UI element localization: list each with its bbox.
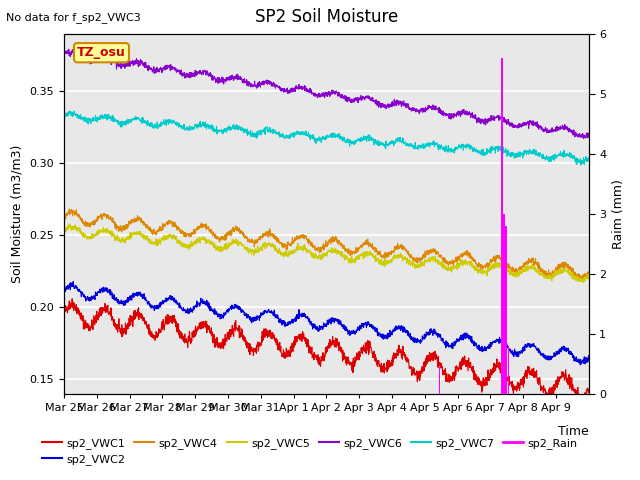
sp2_VWC2 — [570, 355, 578, 361]
sp2_VWC6 — [570, 127, 578, 133]
sp2_VWC4 — [474, 264, 481, 270]
Line: sp2_VWC4: sp2_VWC4 — [64, 209, 589, 281]
sp2_VWC2 — [69, 278, 77, 284]
sp2_VWC4 — [65, 206, 73, 212]
sp2_VWC2 — [301, 315, 309, 321]
Legend: sp2_VWC1, sp2_VWC2, sp2_VWC4, sp2_VWC5, sp2_VWC6, sp2_VWC7, sp2_Rain: sp2_VWC1, sp2_VWC2, sp2_VWC4, sp2_VWC5, … — [38, 433, 582, 469]
sp2_VWC6 — [580, 136, 588, 142]
sp2_VWC2 — [570, 352, 577, 358]
Text: Time: Time — [558, 425, 589, 438]
sp2_VWC4 — [570, 270, 578, 276]
sp2_VWC1 — [316, 359, 323, 365]
sp2_VWC6 — [570, 127, 577, 133]
sp2_VWC7 — [316, 136, 323, 142]
sp2_VWC5 — [580, 280, 588, 286]
sp2_VWC4 — [301, 233, 309, 239]
sp2_VWC7 — [60, 114, 68, 120]
Line: sp2_VWC1: sp2_VWC1 — [64, 299, 589, 407]
sp2_VWC5 — [585, 271, 593, 277]
sp2_VWC6 — [585, 131, 593, 136]
Text: No data for f_sp2_VWC3: No data for f_sp2_VWC3 — [6, 12, 141, 23]
Line: sp2_VWC7: sp2_VWC7 — [64, 111, 589, 165]
sp2_VWC5 — [87, 234, 95, 240]
Title: SP2 Soil Moisture: SP2 Soil Moisture — [255, 9, 398, 26]
sp2_VWC1 — [87, 325, 95, 331]
sp2_VWC6 — [301, 84, 309, 89]
sp2_VWC1 — [60, 309, 68, 314]
Bar — [503, 214, 505, 394]
Bar — [506, 226, 507, 394]
sp2_VWC7 — [570, 155, 578, 160]
sp2_VWC6 — [474, 118, 481, 123]
sp2_VWC2 — [60, 288, 68, 294]
sp2_VWC4 — [585, 272, 593, 277]
sp2_VWC6 — [65, 46, 72, 52]
sp2_VWC4 — [87, 220, 95, 226]
Y-axis label: Soil Moisture (m3/m3): Soil Moisture (m3/m3) — [11, 144, 24, 283]
Text: TZ_osu: TZ_osu — [77, 46, 126, 59]
Y-axis label: Raim (mm): Raim (mm) — [612, 179, 625, 249]
sp2_VWC4 — [578, 278, 586, 284]
sp2_VWC2 — [585, 354, 593, 360]
sp2_VWC7 — [577, 162, 585, 168]
sp2_VWC5 — [316, 253, 323, 259]
sp2_VWC7 — [585, 157, 593, 163]
sp2_VWC1 — [570, 386, 578, 392]
sp2_VWC1 — [578, 404, 586, 409]
sp2_VWC6 — [60, 51, 68, 57]
sp2_VWC4 — [316, 250, 323, 255]
sp2_VWC7 — [301, 128, 309, 134]
sp2_VWC7 — [87, 119, 95, 124]
sp2_VWC7 — [570, 154, 577, 160]
sp2_VWC1 — [585, 388, 593, 394]
sp2_VWC5 — [474, 269, 481, 275]
sp2_VWC5 — [570, 273, 577, 279]
sp2_VWC1 — [68, 296, 76, 301]
Bar — [439, 367, 440, 394]
sp2_VWC5 — [60, 229, 68, 235]
sp2_VWC5 — [66, 221, 74, 227]
sp2_VWC2 — [316, 323, 323, 328]
Bar — [501, 58, 502, 394]
sp2_VWC1 — [570, 387, 577, 393]
sp2_VWC6 — [87, 60, 95, 66]
sp2_VWC2 — [87, 294, 95, 300]
Line: sp2_VWC6: sp2_VWC6 — [64, 49, 589, 139]
sp2_VWC4 — [570, 268, 577, 274]
sp2_VWC5 — [301, 246, 309, 252]
sp2_VWC1 — [301, 335, 309, 340]
sp2_VWC6 — [316, 91, 323, 97]
sp2_VWC7 — [70, 108, 78, 114]
sp2_VWC2 — [577, 362, 584, 368]
sp2_VWC2 — [474, 344, 481, 349]
Line: sp2_VWC2: sp2_VWC2 — [64, 281, 589, 365]
Line: sp2_VWC5: sp2_VWC5 — [64, 224, 589, 283]
sp2_VWC7 — [474, 148, 481, 154]
Bar — [508, 346, 509, 394]
sp2_VWC5 — [570, 276, 578, 282]
sp2_VWC4 — [60, 215, 68, 221]
sp2_VWC1 — [474, 376, 481, 382]
